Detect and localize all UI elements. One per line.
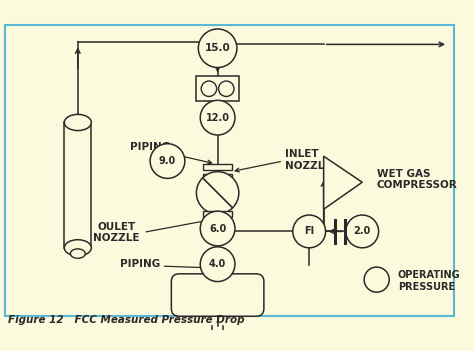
Text: 12.0: 12.0: [206, 113, 229, 122]
Text: OULET: OULET: [97, 221, 136, 232]
Text: 6.0: 6.0: [209, 224, 226, 233]
Bar: [203, 164, 232, 170]
Text: FI: FI: [304, 226, 314, 237]
Ellipse shape: [64, 114, 91, 131]
Bar: [64, 122, 91, 248]
Circle shape: [364, 267, 389, 292]
Circle shape: [200, 211, 235, 246]
Circle shape: [198, 29, 237, 67]
Circle shape: [346, 215, 379, 248]
Text: NOZZLE: NOZZLE: [93, 233, 140, 243]
Bar: [196, 76, 239, 101]
Text: OPERATING: OPERATING: [398, 270, 461, 280]
Text: 4.0: 4.0: [209, 259, 226, 269]
Text: COMPRESSOR: COMPRESSOR: [377, 180, 457, 190]
Text: PIPING: PIPING: [120, 259, 161, 269]
Circle shape: [150, 144, 185, 178]
Text: Figure 12   FCC Measured Pressure Drop: Figure 12 FCC Measured Pressure Drop: [9, 315, 245, 325]
Text: 2.0: 2.0: [354, 226, 371, 237]
Text: 9.0: 9.0: [159, 156, 176, 166]
Text: INLET: INLET: [285, 149, 319, 159]
Text: WET GAS: WET GAS: [377, 168, 430, 179]
FancyBboxPatch shape: [171, 274, 264, 316]
Text: NOZZLE: NOZZLE: [285, 161, 332, 171]
Circle shape: [293, 215, 326, 248]
Circle shape: [200, 247, 235, 282]
Bar: [203, 211, 232, 217]
Ellipse shape: [71, 249, 85, 258]
Polygon shape: [324, 156, 362, 209]
Ellipse shape: [64, 240, 91, 256]
Circle shape: [196, 172, 239, 214]
Text: PIPING: PIPING: [130, 141, 170, 152]
Bar: [203, 221, 232, 227]
Text: 15.0: 15.0: [205, 43, 230, 53]
Text: PRESSURE: PRESSURE: [398, 282, 455, 292]
Circle shape: [200, 100, 235, 135]
Bar: [203, 174, 232, 179]
